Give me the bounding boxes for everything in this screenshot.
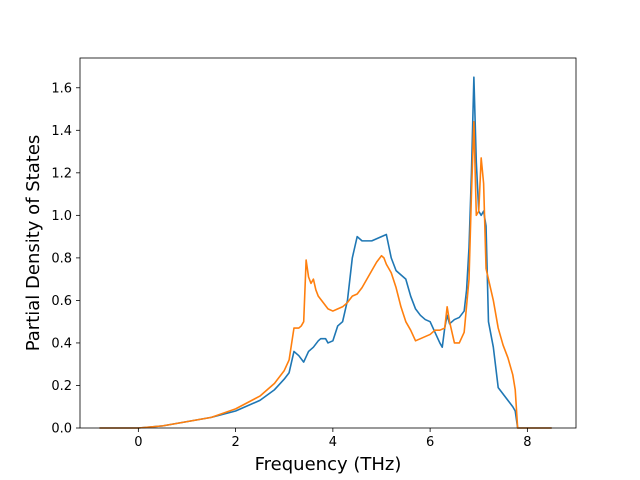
plot-background	[80, 58, 576, 428]
y-tick-label: 1.0	[51, 209, 72, 224]
plot-area	[79, 57, 577, 429]
x-tick-label: 6	[426, 435, 434, 450]
y-tick-label: 0.0	[51, 422, 72, 437]
x-tick-label: 2	[231, 435, 239, 450]
x-tick-label: 8	[523, 435, 531, 450]
y-tick-label: 1.2	[51, 166, 72, 181]
series-layer	[99, 76, 552, 429]
y-axis-ticks: 0.0 0.2 0.4 0.6 0.8 1.0 1.2 1.4 1.6	[51, 81, 80, 437]
series-line-0	[99, 76, 552, 429]
x-axis-label: Frequency (THz)	[255, 454, 402, 475]
x-axis-ticks: 0 2 4 6 8	[134, 428, 532, 450]
y-tick-label: 0.2	[51, 379, 72, 394]
y-tick-label: 1.4	[51, 124, 72, 139]
x-tick-label: 0	[134, 435, 142, 450]
y-tick-label: 1.6	[51, 81, 72, 96]
series-line-1	[99, 120, 552, 429]
y-tick-label: 0.6	[51, 294, 72, 309]
y-tick-label: 0.4	[51, 336, 72, 351]
x-tick-label: 4	[329, 435, 337, 450]
y-tick-label: 0.8	[51, 251, 72, 266]
y-axis-label: Partial Density of States	[23, 135, 44, 352]
axes-frame	[79, 57, 577, 429]
